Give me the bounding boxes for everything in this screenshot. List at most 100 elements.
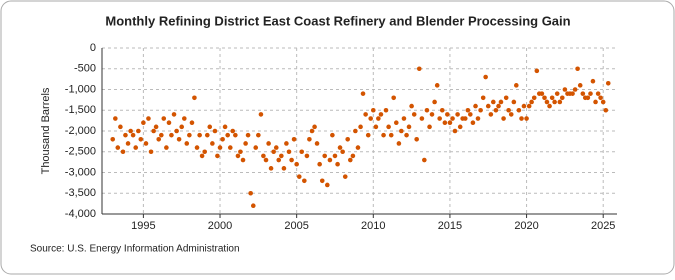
point bbox=[470, 120, 476, 125]
point bbox=[148, 149, 154, 155]
y-tick-label: -1,500 bbox=[65, 104, 96, 116]
point bbox=[309, 128, 315, 134]
point bbox=[266, 141, 271, 146]
point bbox=[376, 116, 381, 121]
point bbox=[342, 174, 348, 179]
point bbox=[113, 116, 118, 121]
point bbox=[317, 161, 322, 167]
chart-title: Monthly Refining District East Coast Ref… bbox=[105, 13, 570, 28]
point bbox=[161, 116, 167, 121]
point bbox=[501, 116, 506, 121]
point bbox=[465, 107, 471, 113]
point bbox=[478, 107, 483, 113]
point bbox=[432, 99, 437, 105]
point bbox=[153, 124, 159, 130]
point bbox=[445, 112, 450, 117]
point bbox=[404, 132, 409, 138]
point bbox=[534, 68, 540, 74]
point bbox=[450, 116, 455, 121]
point bbox=[327, 157, 333, 163]
point bbox=[307, 137, 312, 142]
point bbox=[409, 103, 414, 109]
point bbox=[268, 166, 274, 171]
point bbox=[174, 128, 179, 134]
point bbox=[462, 116, 468, 121]
y-tick-label: -3,000 bbox=[65, 166, 96, 178]
point bbox=[286, 149, 292, 155]
point bbox=[521, 103, 527, 109]
point bbox=[151, 128, 156, 134]
point bbox=[508, 112, 514, 117]
point bbox=[355, 145, 361, 150]
point bbox=[245, 132, 251, 138]
point bbox=[498, 99, 504, 105]
point bbox=[427, 124, 432, 130]
point bbox=[360, 91, 366, 96]
point bbox=[179, 124, 185, 130]
point bbox=[192, 95, 197, 101]
point bbox=[143, 141, 149, 146]
point bbox=[225, 132, 230, 138]
point bbox=[542, 95, 547, 101]
point bbox=[580, 91, 586, 96]
point bbox=[363, 112, 368, 117]
point bbox=[365, 132, 371, 138]
point bbox=[138, 137, 144, 142]
y-tick-label: 0 bbox=[90, 42, 96, 54]
point bbox=[422, 157, 427, 163]
point bbox=[319, 178, 325, 184]
point bbox=[491, 99, 496, 105]
point bbox=[585, 95, 591, 101]
point bbox=[332, 153, 338, 159]
point bbox=[516, 107, 522, 113]
point bbox=[503, 95, 509, 101]
point bbox=[230, 128, 236, 134]
point bbox=[452, 128, 458, 134]
point bbox=[189, 120, 195, 125]
point bbox=[202, 149, 207, 155]
point bbox=[368, 116, 373, 121]
point bbox=[447, 120, 453, 125]
point bbox=[399, 128, 404, 134]
point bbox=[411, 112, 417, 117]
point bbox=[480, 95, 486, 101]
x-tick-label: 2000 bbox=[208, 220, 232, 232]
point bbox=[233, 132, 238, 138]
point bbox=[559, 95, 565, 101]
point bbox=[373, 124, 379, 130]
point bbox=[256, 132, 261, 138]
y-tick-label: -4,000 bbox=[65, 208, 96, 220]
point bbox=[312, 124, 317, 130]
point bbox=[383, 107, 389, 113]
point bbox=[276, 157, 282, 163]
point bbox=[330, 132, 335, 138]
x-tick-label: 2005 bbox=[284, 220, 308, 232]
point bbox=[322, 153, 328, 159]
point bbox=[348, 157, 353, 163]
point bbox=[588, 91, 593, 96]
point bbox=[164, 145, 169, 150]
x-tick-label: 1995 bbox=[131, 220, 155, 232]
point bbox=[358, 124, 363, 130]
point bbox=[488, 112, 494, 117]
point bbox=[182, 116, 187, 121]
point bbox=[600, 99, 606, 105]
point bbox=[511, 99, 517, 105]
point bbox=[429, 112, 435, 117]
x-tick-label: 2010 bbox=[361, 220, 385, 232]
point bbox=[544, 99, 550, 105]
x-tick-label: 2015 bbox=[438, 220, 462, 232]
point bbox=[253, 145, 259, 150]
point bbox=[187, 132, 192, 138]
point bbox=[176, 137, 182, 142]
point bbox=[130, 132, 136, 138]
point bbox=[289, 157, 294, 163]
point bbox=[457, 124, 463, 130]
point bbox=[519, 116, 524, 121]
point bbox=[235, 153, 241, 159]
point bbox=[442, 120, 448, 125]
point bbox=[337, 145, 343, 150]
point bbox=[485, 103, 491, 109]
y-tick-label: -1,000 bbox=[65, 83, 96, 95]
